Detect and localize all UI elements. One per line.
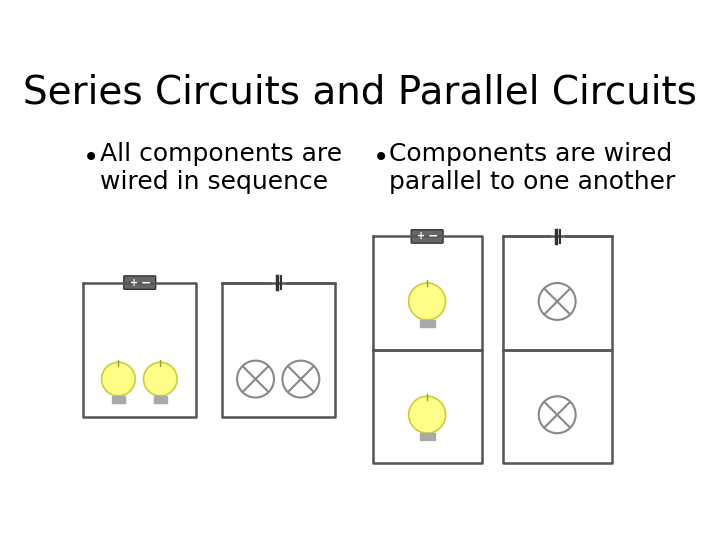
Bar <box>112 396 125 403</box>
Text: +: + <box>130 278 138 288</box>
Circle shape <box>409 283 446 320</box>
FancyBboxPatch shape <box>411 230 443 243</box>
Bar <box>153 396 167 403</box>
Text: •: • <box>372 144 389 172</box>
Text: Components are wired
parallel to one another: Components are wired parallel to one ano… <box>390 143 676 194</box>
Circle shape <box>409 396 446 433</box>
Bar <box>420 433 434 440</box>
Text: +: + <box>417 232 426 241</box>
Text: •: • <box>83 144 99 172</box>
Bar <box>420 320 434 327</box>
FancyBboxPatch shape <box>124 276 156 289</box>
Circle shape <box>143 362 177 396</box>
Text: All components are
wired in sequence: All components are wired in sequence <box>100 143 342 194</box>
Text: Series Circuits and Parallel Circuits: Series Circuits and Parallel Circuits <box>23 73 697 111</box>
Circle shape <box>102 362 135 396</box>
Text: −: − <box>428 230 438 243</box>
Text: −: − <box>140 276 151 289</box>
